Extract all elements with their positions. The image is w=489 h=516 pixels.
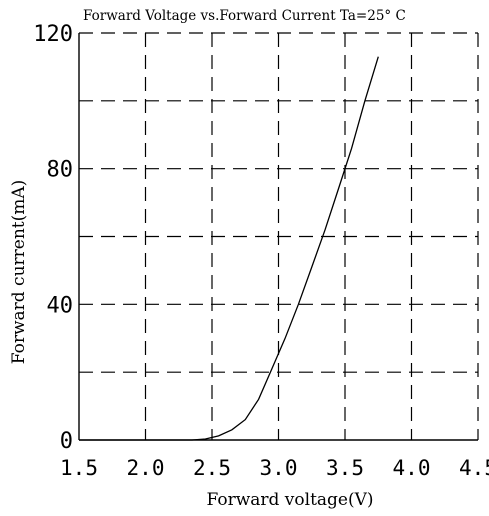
y-tick-label: 40 — [47, 293, 74, 318]
tick-labels: 1.5 2.0 2.5 3.0 3.5 4.0 4.5 0 40 80 120 — [33, 22, 489, 480]
x-tick-label: 4.0 — [393, 456, 431, 480]
y-tick-label: 80 — [47, 158, 74, 183]
x-tick-label: 3.5 — [326, 456, 364, 480]
y-tick-label: 0 — [60, 429, 73, 454]
x-tick-label: 2.5 — [193, 456, 231, 480]
plot-area — [79, 56, 379, 441]
x-tick-label: 1.5 — [60, 456, 98, 480]
x-tick-label: 4.5 — [459, 456, 489, 480]
y-axis-title: Forward current(mA) — [9, 180, 29, 365]
y-tick-label: 120 — [33, 22, 73, 47]
x-tick-label: 2.0 — [127, 456, 165, 480]
chart-title: Forward Voltage vs.Forward Current Ta=25… — [83, 8, 406, 24]
grid-lines — [79, 32, 479, 440]
forward-current-curve — [79, 56, 379, 441]
x-axis-title: Forward voltage(V) — [206, 490, 373, 510]
x-tick-label: 3.0 — [260, 456, 298, 480]
